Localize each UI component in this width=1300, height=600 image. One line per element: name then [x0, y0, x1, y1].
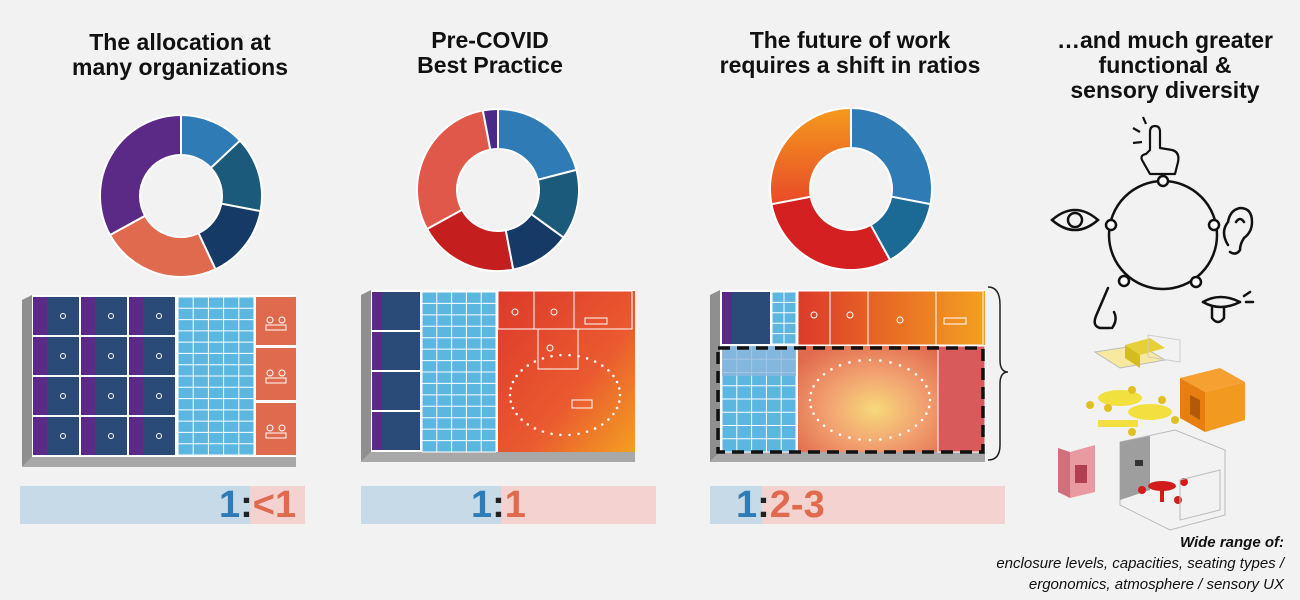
ratio-2-sep: :	[492, 484, 505, 526]
ratio-3-left: 1	[736, 484, 758, 526]
donut-chart-1	[99, 113, 263, 278]
caption-line-1: enclosure levels, capacities, seating ty…	[996, 555, 1284, 572]
donut-chart-2	[416, 107, 580, 272]
floorplan-2	[361, 290, 635, 462]
donut-chart-3	[769, 106, 933, 271]
taste-icon	[1201, 290, 1255, 324]
caption-line-2: ergonomics, atmosphere / sensory UX	[1028, 576, 1284, 593]
ratio-1-sep: :	[240, 484, 253, 526]
panel-4-title: …and much greater functional & sensory d…	[1057, 27, 1273, 103]
ear-icon	[1222, 206, 1254, 255]
touch-icon	[1132, 116, 1180, 176]
caption-heading: Wide range of:	[1179, 534, 1284, 551]
ratio-bar-1: 1:<1	[20, 486, 305, 524]
panel-2-title: Pre-COVID Best Practice	[417, 27, 563, 78]
nose-icon	[1093, 286, 1117, 330]
ratio-bar-3: 1:2-3	[710, 486, 1005, 524]
donut-slice	[481, 107, 499, 151]
furniture-illustration	[1058, 334, 1245, 531]
ratio-1-right: <1	[252, 484, 297, 526]
donut-slice	[770, 195, 892, 271]
donut-slice	[850, 106, 933, 206]
ratio-bar-2: 1:1	[361, 486, 656, 524]
ratio-2-right: 1	[504, 484, 526, 526]
diversity-caption: Wide range of: enclosure levels, capacit…	[996, 532, 1284, 595]
donut-slice	[769, 106, 852, 206]
ratio-1-left: 1	[219, 484, 241, 526]
ratio-2-left: 1	[471, 484, 493, 526]
floorplan-1	[22, 295, 296, 467]
panel-1-title: The allocation at many organizations	[72, 29, 288, 80]
donut-slice	[416, 109, 492, 231]
panel-3-title: The future of work requires a shift in r…	[719, 27, 981, 78]
senses-cycle	[1104, 174, 1221, 291]
donut-slice	[497, 107, 578, 182]
donut-slice	[99, 113, 182, 237]
donut-slice	[108, 214, 217, 278]
eye-icon	[1050, 208, 1100, 232]
ratio-3-sep: :	[757, 484, 770, 526]
floorplan-3	[710, 286, 1009, 462]
ratio-3-right: 2-3	[769, 484, 825, 526]
